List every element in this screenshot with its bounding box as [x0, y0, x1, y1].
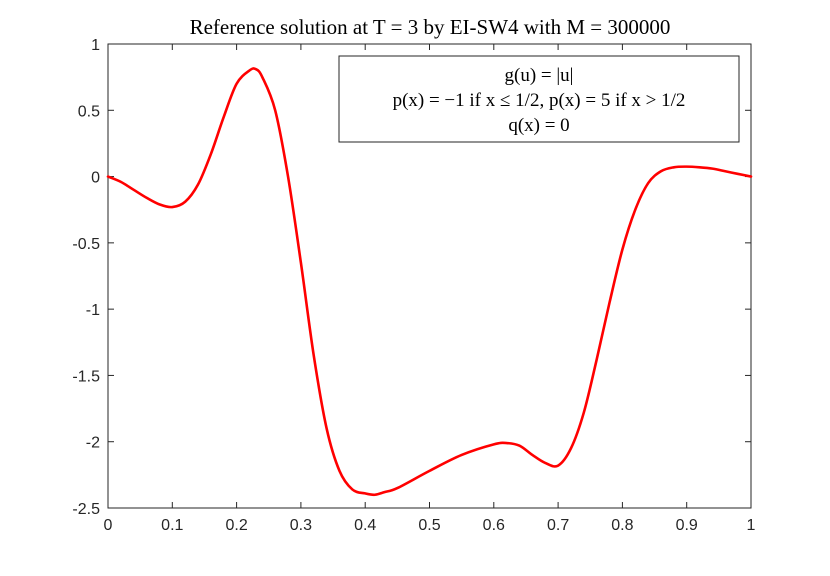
x-tick-label: 0.7 [547, 517, 569, 534]
y-tick-label: -1 [86, 302, 100, 319]
x-tick-label: 1 [747, 517, 756, 534]
x-tick-label: 0.9 [676, 517, 698, 534]
legend-line-2: p(x) = −1 if x ≤ 1/2, p(x) = 5 if x > 1/… [393, 90, 686, 111]
y-tick-label: 0.5 [78, 103, 100, 120]
y-tick-label: -1.5 [72, 368, 100, 385]
x-tick-label: 0.2 [225, 517, 247, 534]
y-tick-label: 1 [91, 37, 100, 54]
y-tick-label: -2.5 [72, 501, 100, 518]
series-layer [106, 67, 753, 497]
x-tick-label: 0.4 [354, 517, 376, 534]
series-line [106, 67, 753, 497]
y-tick-label: -2 [86, 435, 100, 452]
legend-line-1: g(u) = |u| [505, 65, 574, 86]
y-tick-label: 0 [91, 170, 100, 187]
y-tick-label: -0.5 [72, 236, 100, 253]
legend-box [338, 55, 740, 143]
x-tick-label: 0 [104, 517, 113, 534]
legend: g(u) = |u| p(x) = −1 if x ≤ 1/2, p(x) = … [338, 55, 740, 143]
x-tick-label: 0.8 [611, 517, 633, 534]
legend-line-3: q(x) = 0 [508, 115, 569, 136]
x-tick-label: 0.1 [161, 517, 183, 534]
x-tick-label: 0.3 [290, 517, 312, 534]
axes-layer: 0 0.1 0.2 0.3 0.4 0.5 0.6 0.7 0.8 0.9 1 1 0.5 0 -0.5 -1… [72, 37, 755, 534]
x-tick-label: 0.6 [483, 517, 505, 534]
x-tick-label: 0.5 [418, 517, 440, 534]
chart-title: Reference solution at T = 3 by EI-SW4 wi… [190, 15, 671, 39]
